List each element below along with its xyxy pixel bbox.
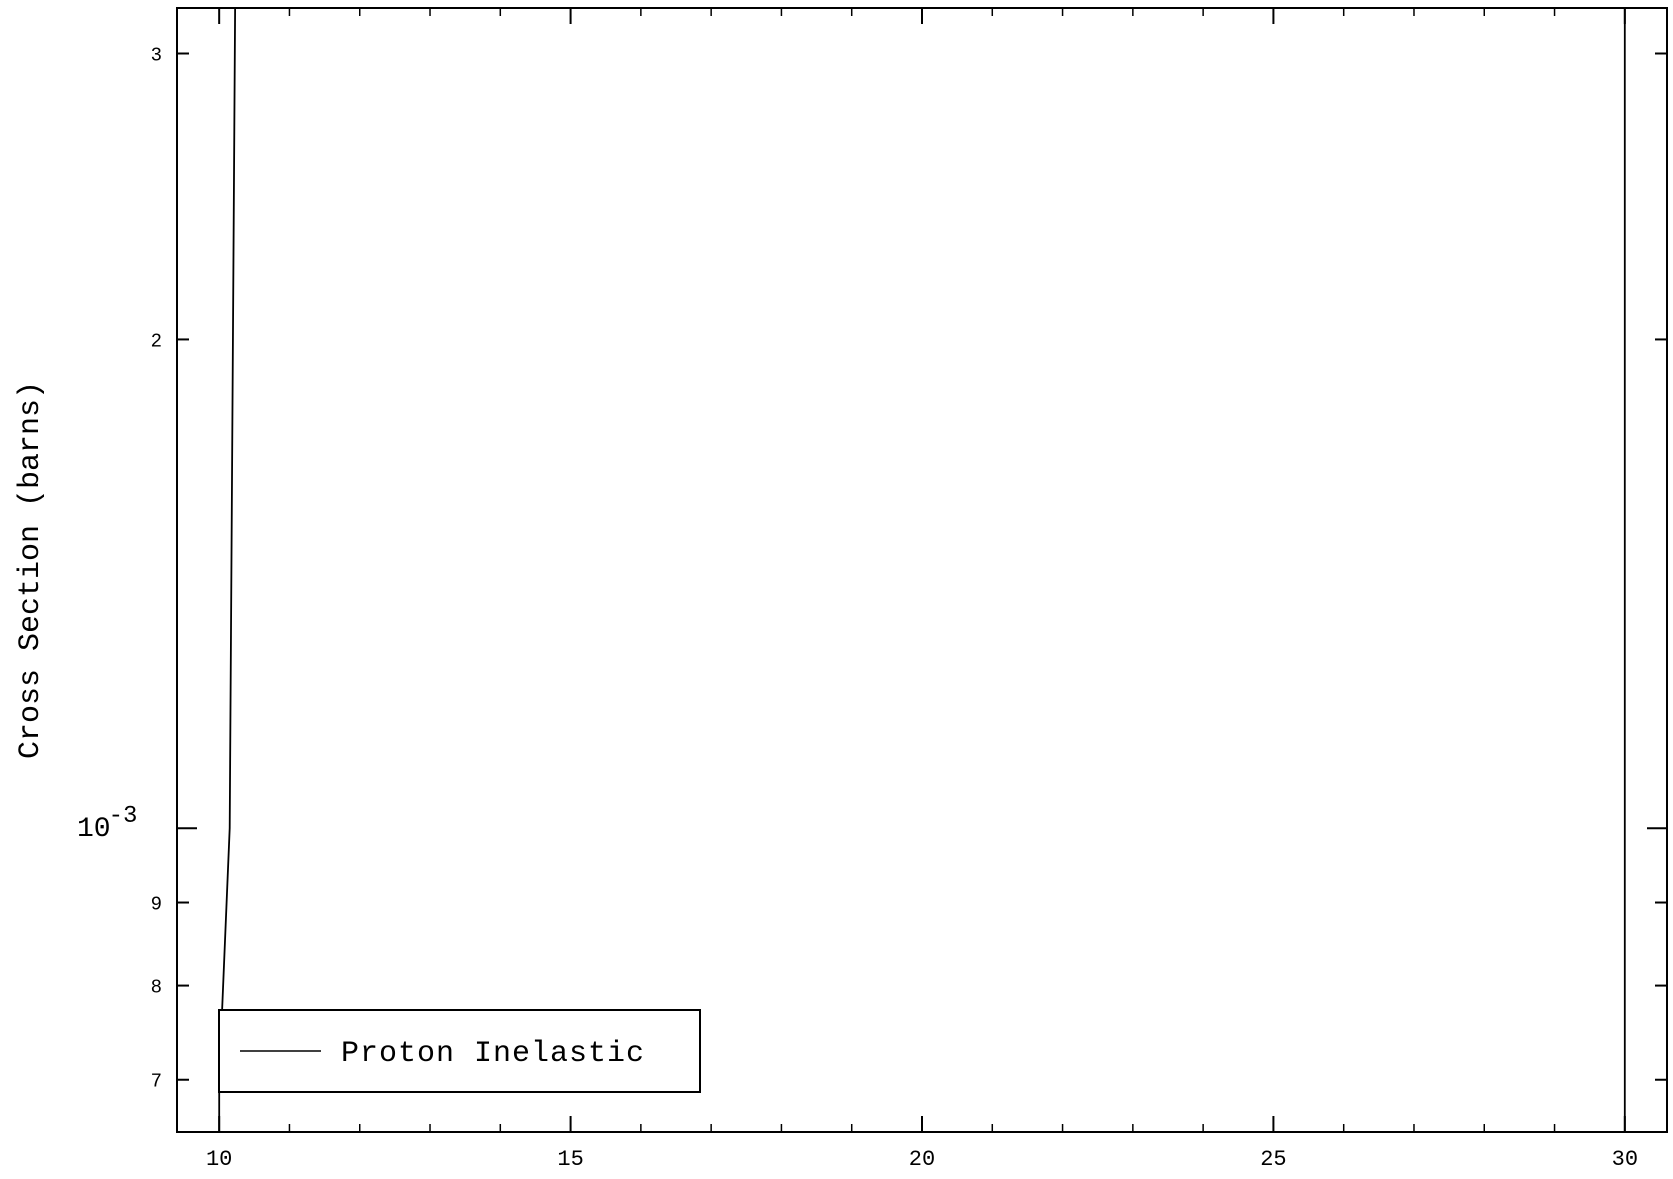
y-tick-label-3: 2 bbox=[151, 330, 162, 352]
y-tick-label-1: 8 bbox=[151, 977, 162, 999]
x-tick-label-20: 20 bbox=[909, 1147, 935, 1172]
legend-label-proton-inelastic: Proton Inelastic bbox=[341, 1037, 645, 1071]
axis-ticks bbox=[177, 8, 1667, 1132]
tick-labels: 1015202530789234567892310-310-2 bbox=[77, 45, 1638, 1172]
x-tick-label-30: 30 bbox=[1612, 1147, 1638, 1172]
x-tick-label-25: 25 bbox=[1260, 1147, 1286, 1172]
legend: Proton Inelastic bbox=[218, 1009, 701, 1093]
x-tick-label-15: 15 bbox=[557, 1147, 583, 1172]
plot-frame bbox=[176, 7, 1668, 1133]
y-tick-label-2: 9 bbox=[151, 894, 162, 916]
y-tick-label-4: 3 bbox=[151, 45, 162, 67]
series-line-proton-inelastic bbox=[218, 8, 1626, 1132]
y-major-tick-label-0: 10-3 bbox=[77, 803, 137, 845]
y-major-tick-exponent-0: -3 bbox=[109, 803, 138, 830]
y-axis-title: Cross Section (barns) bbox=[14, 381, 48, 759]
y-major-tick-base-0: 10 bbox=[77, 814, 111, 845]
x-tick-label-10: 10 bbox=[206, 1147, 232, 1172]
y-tick-label-0: 7 bbox=[151, 1071, 162, 1093]
series-layer bbox=[218, 8, 1626, 1132]
